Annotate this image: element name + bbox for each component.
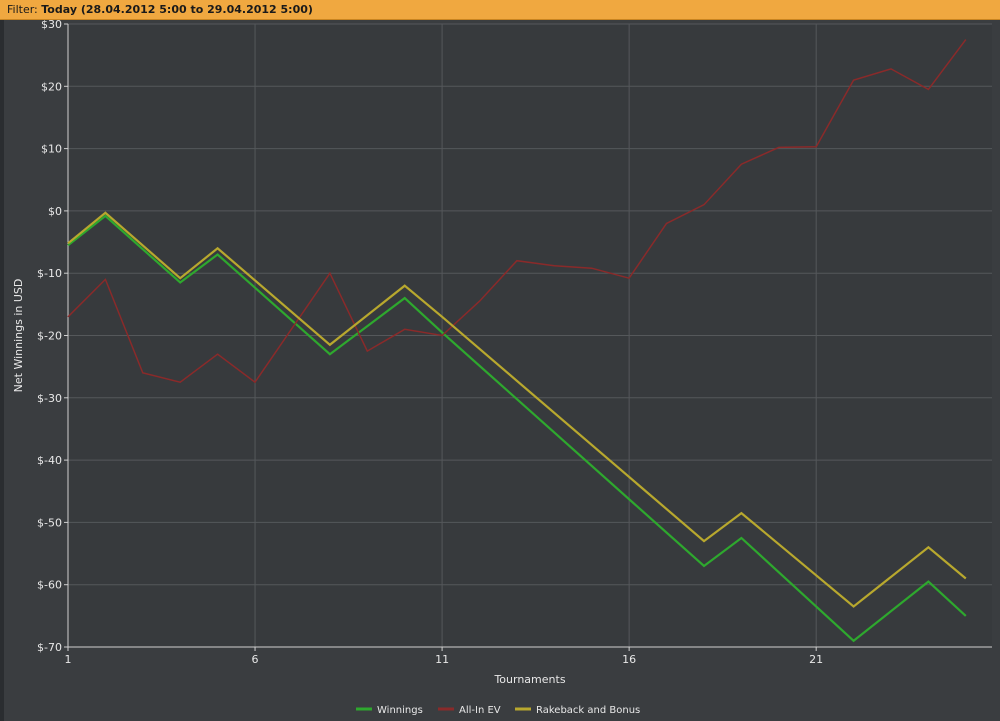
y-tick-label-9: $-60: [37, 579, 62, 592]
x-tick-label-4: 21: [809, 653, 823, 666]
y-tick-label-10: $-70: [37, 641, 62, 654]
legend-item-all-in-ev[interactable]: All-In EV: [438, 705, 501, 716]
y-tick-label-7: $-40: [37, 454, 62, 467]
y-tick-label-8: $-50: [37, 516, 62, 529]
legend-label-rakeback-and-bonus: Rakeback and Bonus: [536, 705, 640, 716]
series-line-all-in-ev: [67, 39, 967, 384]
y-tick-label-0: $30: [41, 20, 62, 31]
y-tick-label-2: $10: [41, 143, 62, 156]
legend-label-winnings: Winnings: [377, 705, 423, 716]
x-tick-label-3: 16: [622, 653, 636, 666]
x-tick-label-2: 11: [435, 653, 449, 666]
legend-item-winnings[interactable]: Winnings: [356, 705, 423, 716]
line-chart: $30$20$10$0$-10$-20$-30$-40$-50$-60$-70 …: [12, 18, 992, 716]
series-line-rakeback-and-bonus: [67, 211, 967, 608]
x-axis-ticks: 1 6 11 16 21: [65, 647, 823, 666]
y-tick-label-5: $-20: [37, 330, 62, 343]
y-tick-label-6: $-30: [37, 392, 62, 405]
y-axis-ticks: $30 $20 $10 $0 $-10 $-20 $-30 $-40 $-50 $-60 $-70: [37, 18, 68, 654]
y-tick-label-4: $-10: [37, 267, 62, 280]
legend[interactable]: Winnings All-In EV Rakeback and Bonus: [356, 705, 640, 716]
series-lines: [67, 39, 967, 643]
legend-label-all-in-ev: All-In EV: [459, 705, 501, 716]
x-tick-label-0: 1: [65, 653, 72, 666]
filter-value: Today (28.04.2012 5:00 to 29.04.2012 5:0…: [41, 3, 313, 16]
x-axis-label: Tournaments: [493, 673, 565, 686]
y-axis-label: Net Winnings in USD: [12, 279, 25, 393]
y-tick-label-1: $20: [41, 80, 62, 93]
y-tick-label-3: $0: [48, 205, 62, 218]
x-tick-label-1: 6: [252, 653, 259, 666]
filter-label: Filter:: [7, 3, 38, 16]
filter-bar[interactable]: Filter: Today (28.04.2012 5:00 to 29.04.…: [0, 0, 1000, 20]
chart-frame: $30 $20 $10 $0 $-10 $-20 $-30 $-40 $-50 $-60 $-70 …: [0, 18, 1000, 721]
series-line-winnings: [67, 214, 967, 643]
legend-item-rakeback-and-bonus[interactable]: Rakeback and Bonus: [515, 705, 640, 716]
